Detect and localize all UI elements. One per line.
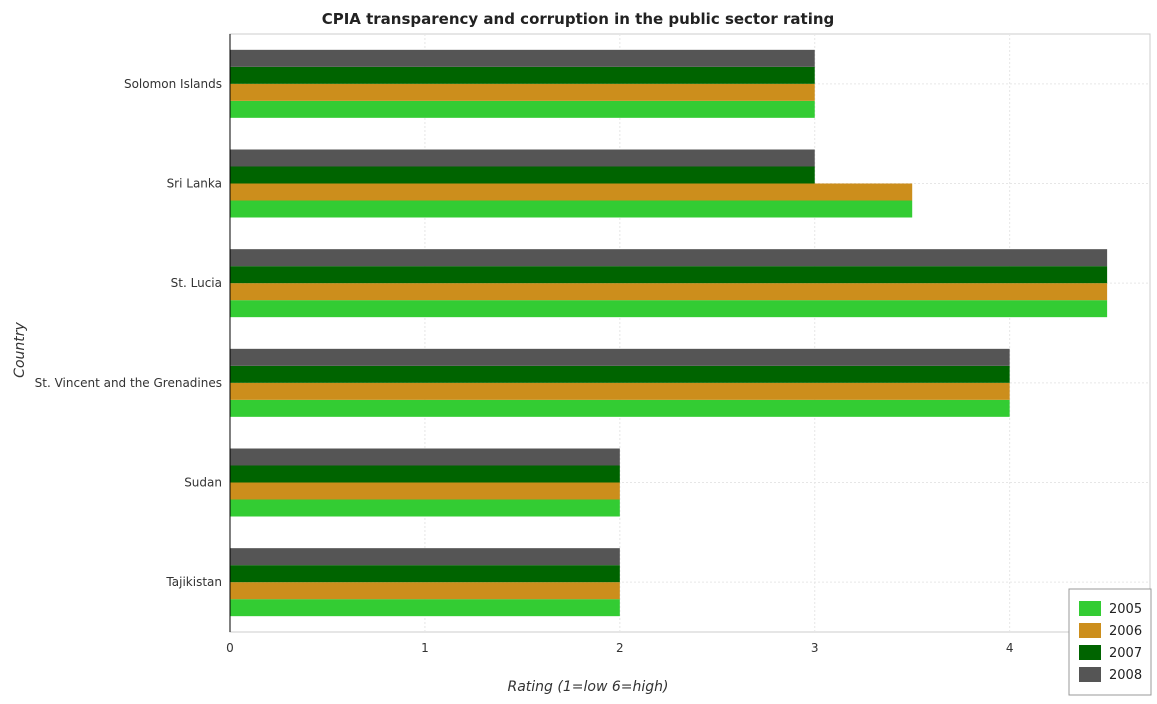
x-tick-label: 2 xyxy=(616,641,624,655)
bar-2007-sri-lanka xyxy=(230,166,815,184)
legend: 2005 2006 2007 2008 xyxy=(1068,588,1152,696)
bar-2007-st-lucia xyxy=(230,266,1108,284)
bar-2005-solomon-islands xyxy=(230,100,815,118)
legend-label-2006: 2006 xyxy=(1109,624,1142,639)
legend-swatch-2006 xyxy=(1079,623,1101,638)
y-tick-label: St. Lucia xyxy=(171,276,222,290)
bar-2008-sudan xyxy=(230,448,620,466)
bar-2005-tajikistan xyxy=(230,599,620,617)
legend-swatch-2005 xyxy=(1079,601,1101,616)
y-tick-label: St. Vincent and the Grenadines xyxy=(35,376,222,390)
bar-2008-tajikistan xyxy=(230,548,620,566)
x-tick-label: 0 xyxy=(226,641,234,655)
y-tick-label: Sri Lanka xyxy=(167,177,222,191)
bars xyxy=(230,49,1108,617)
bar-2006-sudan xyxy=(230,482,620,500)
y-tick-label: Tajikistan xyxy=(165,575,222,589)
bar-2005-st-lucia xyxy=(230,300,1108,318)
bar-2006-tajikistan xyxy=(230,582,620,600)
bar-2007-solomon-islands xyxy=(230,66,815,84)
x-tick-label: 4 xyxy=(1006,641,1014,655)
axes: 0 1 2 3 4 Solomon Islands Sri Lanka St. Lucia St… xyxy=(35,34,1014,655)
x-tick-label: 1 xyxy=(421,641,429,655)
bar-2008-st-vincent-and-the-grenadines xyxy=(230,348,1010,366)
legend-label-2005: 2005 xyxy=(1109,602,1142,617)
bar-2008-sri-lanka xyxy=(230,149,815,167)
bar-2007-tajikistan xyxy=(230,565,620,583)
chart-title: CPIA transparency and corruption in the … xyxy=(322,10,835,28)
legend-label-2007: 2007 xyxy=(1109,646,1142,661)
y-tick-label: Sudan xyxy=(184,476,222,490)
x-axis-label: Rating (1=low 6=high) xyxy=(508,679,669,695)
bar-2007-st-vincent-and-the-grenadines xyxy=(230,365,1010,383)
legend-label-2008: 2008 xyxy=(1109,668,1142,683)
bar-2005-st-vincent-and-the-grenadines xyxy=(230,399,1010,417)
bar-2008-st-lucia xyxy=(230,249,1108,267)
bar-2006-sri-lanka xyxy=(230,183,913,201)
bar-2005-sri-lanka xyxy=(230,200,913,218)
bar-2006-solomon-islands xyxy=(230,83,815,101)
y-axis-label: Country xyxy=(12,321,28,377)
bar-2005-sudan xyxy=(230,499,620,517)
legend-swatch-2007 xyxy=(1079,645,1101,660)
bar-2006-st-lucia xyxy=(230,283,1108,301)
legend-swatch-2008 xyxy=(1079,667,1101,682)
bar-2008-solomon-islands xyxy=(230,49,815,67)
x-tick-label: 3 xyxy=(811,641,819,655)
bar-2007-sudan xyxy=(230,465,620,483)
y-tick-label: Solomon Islands xyxy=(124,77,222,91)
bar-2006-st-vincent-and-the-grenadines xyxy=(230,382,1010,400)
